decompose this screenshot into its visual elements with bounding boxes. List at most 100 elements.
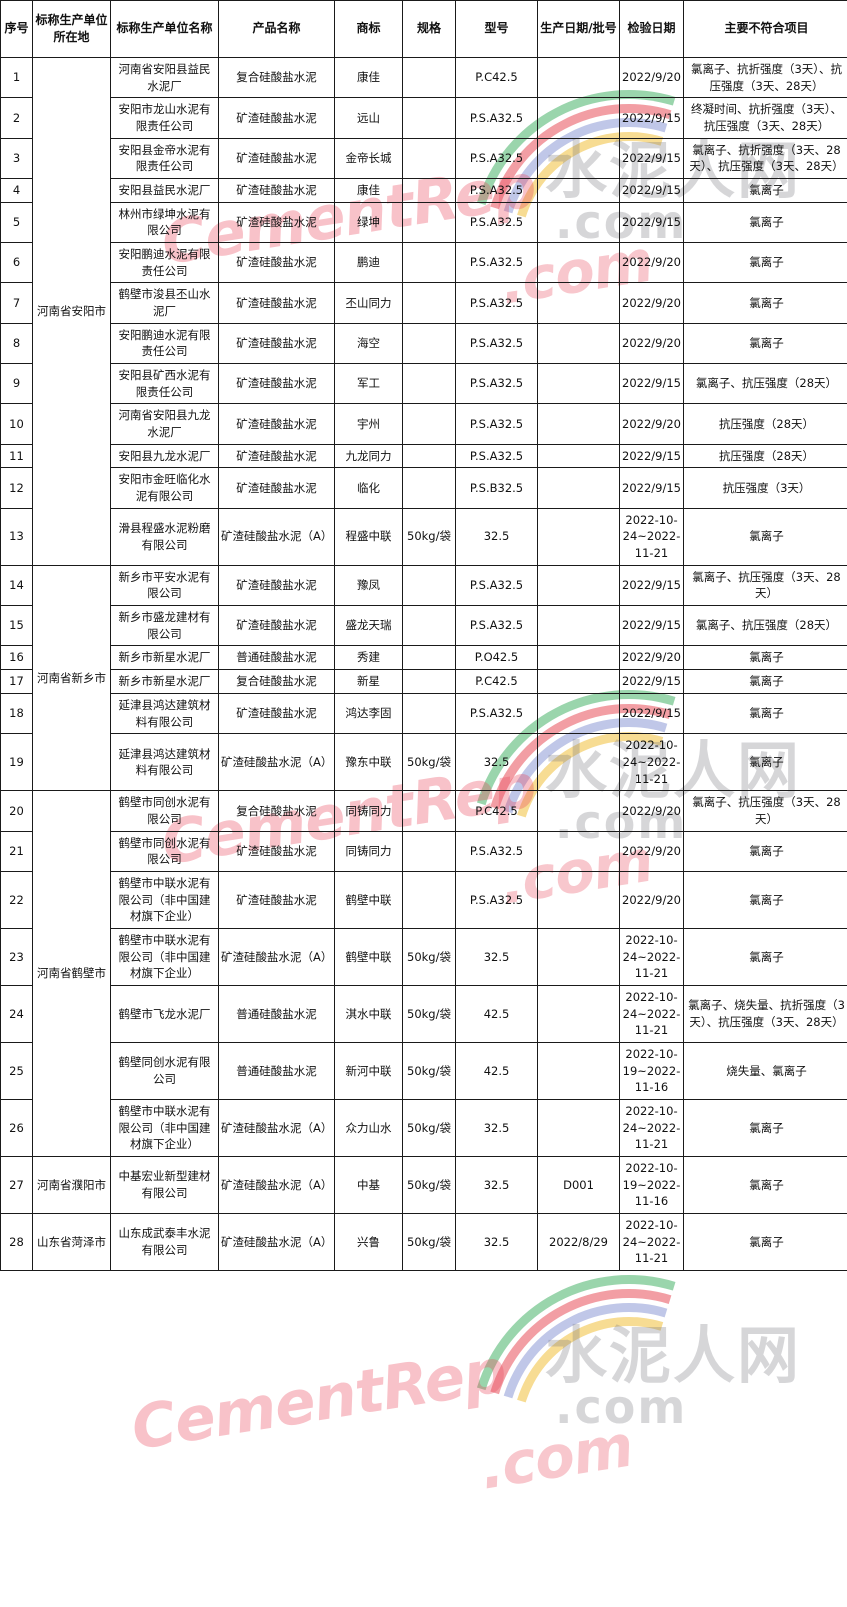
column-header-brand: 商标	[334, 0, 403, 58]
cell-maker: 延津县鸿达建筑材料有限公司	[110, 692, 219, 735]
cell-product: 矿渣硅酸盐水泥	[218, 282, 335, 324]
cell-test_date: 2022/9/15	[619, 97, 684, 139]
table-header-row: 序号 标称生产单位所在地 标称生产单位名称 产品名称 商标 规格 型号 生产日期/批号 检验日期…	[0, 0, 847, 58]
rainbow-arc-red-icon	[432, 1237, 826, 1607]
cell-nonconformity: 氯离子	[683, 1155, 847, 1214]
cell-product: 复合硅酸盐水泥	[218, 669, 335, 694]
cell-batch	[537, 97, 620, 139]
cell-seq: 24	[0, 984, 33, 1043]
cell-maker: 安阳鹏迪水泥有限责任公司	[110, 322, 219, 365]
cell-model: P.S.A32.5	[455, 870, 538, 929]
cell-model: 42.5	[455, 1041, 538, 1100]
cell-product: 矿渣硅酸盐水泥	[218, 467, 335, 509]
cell-maker: 安阳县九龙水泥厂	[110, 443, 219, 469]
cell-nonconformity: 氯离子	[683, 733, 847, 792]
cell-nonconformity: 氯离子、抗压强度（28天）	[683, 363, 847, 405]
cell-model: 32.5	[455, 927, 538, 986]
table-row: 20 河南省鹤壁市 鹤壁市同创水泥有限公司 复合硅酸盐水泥 同铸同力 P.C42.5 202…	[0, 790, 847, 1157]
table-row: 5 林州市绿坤水泥有限公司 矿渣硅酸盐水泥 绿坤 P.S.A32.5 2022/9/15 氯…	[0, 201, 847, 244]
cell-maker: 河南省安阳县九龙水泥厂	[110, 403, 219, 445]
cell-maker: 鹤壁市中联水泥有限公司（非中国建材旗下企业）	[110, 927, 219, 986]
cell-test_date: 2022/9/20	[619, 282, 684, 324]
cell-maker: 鹤壁市飞龙水泥厂	[110, 984, 219, 1043]
cell-batch: D001	[537, 1155, 620, 1214]
cell-model: P.S.A32.5	[455, 403, 538, 445]
cell-test_date: 2022/9/20	[619, 56, 684, 99]
table-row: 17 新乡市新星水泥厂 复合硅酸盐水泥 新星 P.C42.5 2022/9/15 氯离子	[0, 669, 847, 694]
cell-batch	[537, 1098, 620, 1157]
cell-product: 矿渣硅酸盐水泥	[218, 403, 335, 445]
cell-maker: 鹤壁市浚县丕山水泥厂	[110, 282, 219, 324]
column-header-spec: 规格	[402, 0, 456, 58]
cell-model: 32.5	[455, 1212, 538, 1271]
cell-brand: 鹤壁中联	[334, 927, 403, 986]
cell-brand: 程盛中联	[334, 507, 403, 566]
cell-model: P.S.A32.5	[455, 178, 538, 203]
cell-product: 普通硅酸盐水泥	[218, 1041, 335, 1100]
cell-test_date: 2022-10-19~2022-11-16	[619, 1155, 684, 1214]
cell-nonconformity: 氯离子、烧失量、抗折强度（3天）、抗压强度（3天、28天）	[683, 984, 847, 1043]
table-row: 28 山东省菏泽市 山东成武泰丰水泥有限公司 矿渣硅酸盐水泥（A） 兴鲁 50kg/袋 32…	[0, 1212, 847, 1271]
column-header-region: 标称生产单位所在地	[32, 0, 111, 58]
cell-model: 32.5	[455, 733, 538, 792]
cell-spec	[402, 178, 456, 203]
cell-test_date: 2022/9/20	[619, 830, 684, 872]
cell-maker: 安阳县矿西水泥有限责任公司	[110, 363, 219, 405]
cell-nonconformity: 抗压强度（28天）	[683, 443, 847, 469]
table-row: 19 延津县鸿达建筑材料有限公司 矿渣硅酸盐水泥（A） 豫东中联 50kg/袋 32.5 2…	[0, 733, 847, 792]
table-row: 15 新乡市盛龙建材有限公司 矿渣硅酸盐水泥 盛龙天瑞 P.S.A32.5 2022/9/…	[0, 605, 847, 647]
cell-model: P.S.A32.5	[455, 242, 538, 284]
cell-seq: 23	[0, 927, 33, 986]
table-row: 7 鹤壁市浚县丕山水泥厂 矿渣硅酸盐水泥 丕山同力 P.S.A32.5 2022/9/20…	[0, 282, 847, 324]
cell-spec	[402, 403, 456, 445]
cell-brand: 豫凤	[334, 564, 403, 607]
cell-maker: 安阳市龙山水泥有限责任公司	[110, 97, 219, 139]
cell-brand: 众力山水	[334, 1098, 403, 1157]
cell-product: 矿渣硅酸盐水泥	[218, 178, 335, 203]
cell-nonconformity: 氯离子	[683, 1098, 847, 1157]
column-header-model: 型号	[455, 0, 538, 58]
cell-product: 矿渣硅酸盐水泥	[218, 322, 335, 365]
cell-test_date: 2022/9/15	[619, 669, 684, 694]
cell-product: 矿渣硅酸盐水泥	[218, 363, 335, 405]
cell-region: 山东省菏泽市	[32, 1212, 111, 1271]
cell-nonconformity: 氯离子	[683, 322, 847, 365]
cell-maker: 新乡市新星水泥厂	[110, 645, 219, 671]
cell-batch: 2022/8/29	[537, 1212, 620, 1271]
cell-product: 矿渣硅酸盐水泥	[218, 242, 335, 284]
cell-seq: 15	[0, 605, 33, 647]
cell-brand: 军工	[334, 363, 403, 405]
cell-spec	[402, 467, 456, 509]
cell-maker: 新乡市盛龙建材有限公司	[110, 605, 219, 647]
cell-maker: 安阳鹏迪水泥有限责任公司	[110, 242, 219, 284]
column-header-batch: 生产日期/批号	[537, 0, 620, 58]
cell-nonconformity: 氯离子	[683, 645, 847, 671]
cell-spec	[402, 363, 456, 405]
cell-product: 矿渣硅酸盐水泥	[218, 201, 335, 244]
cell-test_date: 2022/9/20	[619, 403, 684, 445]
cell-brand: 临化	[334, 467, 403, 509]
cell-product: 矿渣硅酸盐水泥	[218, 564, 335, 607]
cell-maker: 鹤壁市中联水泥有限公司（非中国建材旗下企业）	[110, 1098, 219, 1157]
cell-spec	[402, 645, 456, 671]
cell-model: 32.5	[455, 1098, 538, 1157]
cell-test_date: 2022-10-24~2022-11-21	[619, 733, 684, 792]
table-row: 23 鹤壁市中联水泥有限公司（非中国建材旗下企业） 矿渣硅酸盐水泥（A） 鹤壁中联 50…	[0, 927, 847, 986]
watermark-chinese-text: 水泥人网	[545, 1319, 802, 1392]
rainbow-arc-blue-icon	[451, 1256, 807, 1607]
cell-spec	[402, 870, 456, 929]
cell-batch	[537, 605, 620, 647]
cell-batch	[537, 242, 620, 284]
cell-spec	[402, 669, 456, 694]
cell-batch	[537, 467, 620, 509]
cell-batch	[537, 178, 620, 203]
table-row: 14 河南省新乡市 新乡市平安水泥有限公司 矿渣硅酸盐水泥 豫凤 P.S.A32.5 202…	[0, 564, 847, 792]
cell-nonconformity: 氯离子、抗压强度（3天、28天）	[683, 790, 847, 832]
cell-brand: 秀建	[334, 645, 403, 671]
cell-model: P.O42.5	[455, 645, 538, 671]
cell-batch	[537, 984, 620, 1043]
cell-model: P.S.A32.5	[455, 830, 538, 872]
cell-batch	[537, 692, 620, 735]
cell-spec: 50kg/袋	[402, 507, 456, 566]
